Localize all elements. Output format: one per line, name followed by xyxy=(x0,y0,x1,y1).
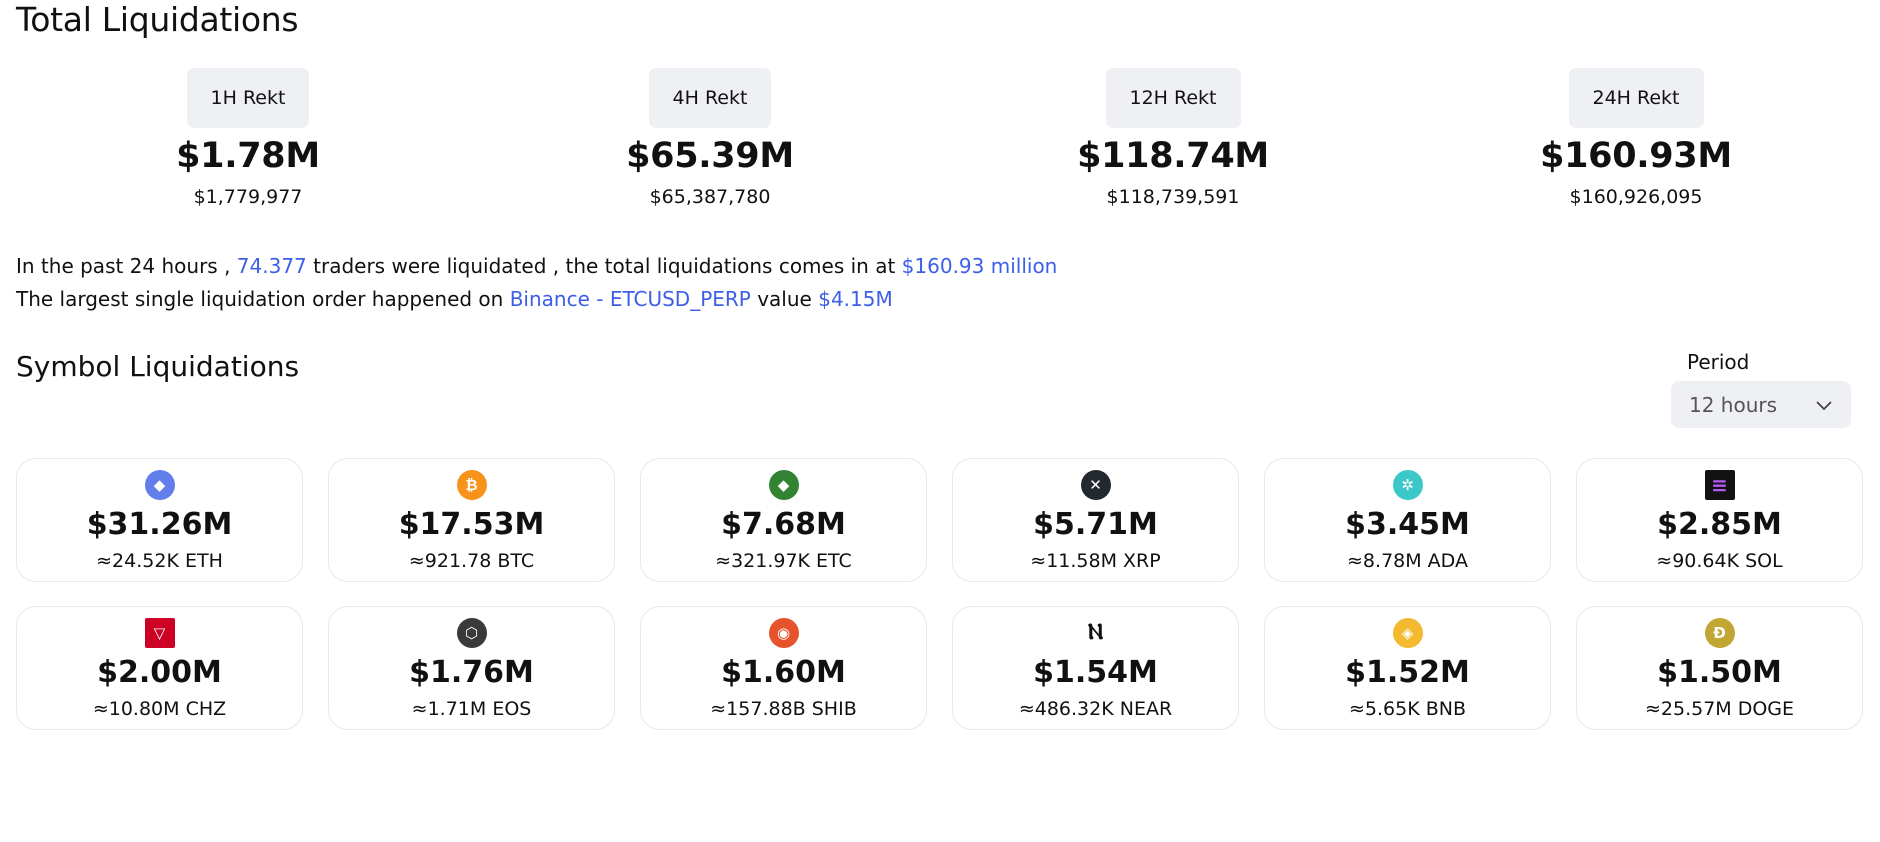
rekt-card-12h: 12H Rekt $118.74M $118,739,591 xyxy=(1023,68,1323,208)
symbol-usd-value: $1.76M xyxy=(409,655,534,690)
symbol-usd-value: $2.00M xyxy=(97,655,222,690)
rekt-badge-12h: 12H Rekt xyxy=(1105,68,1241,128)
rekt-value-12h: $118.74M xyxy=(1077,136,1269,176)
symbol-amount: ≈321.97K ETC xyxy=(715,550,852,572)
symbol-usd-value: $31.26M xyxy=(86,507,233,542)
symbol-usd-value: $2.85M xyxy=(1657,507,1782,542)
page-title: Total Liquidations xyxy=(16,0,299,39)
symbol-amount: ≈486.32K NEAR xyxy=(1018,698,1173,720)
bnb-icon: ◈ xyxy=(1392,618,1423,648)
symbol-grid: ◆ $31.26M ≈24.52K ETH ₿ $17.53M ≈921.78 BTC ◆ $… xyxy=(16,458,1864,730)
rekt-exact-12h: $118,739,591 xyxy=(1106,186,1240,208)
xrp-icon: ✕ xyxy=(1080,470,1111,500)
symbol-card[interactable]: Ⲛ $1.54M ≈486.32K NEAR xyxy=(952,606,1239,730)
rekt-summary-row: 1H Rekt $1.78M $1,779,977 4H Rekt $65.39… xyxy=(0,68,1880,218)
section-title: Symbol Liquidations xyxy=(16,350,300,383)
liquidation-summary: In the past 24 hours , 74.377 traders we… xyxy=(16,250,1057,316)
symbol-card[interactable]: ◆ $31.26M ≈24.52K ETH xyxy=(16,458,303,582)
symbol-card[interactable]: ◆ $7.68M ≈321.97K ETC xyxy=(640,458,927,582)
period-select[interactable]: 12 hours xyxy=(1671,381,1851,428)
symbol-card[interactable]: ✕ $5.71M ≈11.58M XRP xyxy=(952,458,1239,582)
symbol-amount: ≈921.78 BTC xyxy=(408,550,535,572)
period-select-value: 12 hours xyxy=(1689,392,1778,417)
rekt-exact-24h: $160,926,095 xyxy=(1569,186,1703,208)
summary-line-1: In the past 24 hours , 74.377 traders we… xyxy=(16,250,1057,283)
largest-order-value: $4.15M xyxy=(818,287,893,311)
symbol-usd-value: $5.71M xyxy=(1033,507,1158,542)
rekt-card-24h: 24H Rekt $160.93M $160,926,095 xyxy=(1486,68,1786,208)
symbol-amount: ≈24.52K ETH xyxy=(96,550,223,572)
summary-text: The largest single liquidation order hap… xyxy=(16,287,504,311)
near-icon: Ⲛ xyxy=(1080,618,1111,648)
shiba-inu-icon: ◉ xyxy=(768,618,799,648)
total-liquidations-value: $160.93 million xyxy=(901,254,1058,278)
ethereum-classic-icon: ◆ xyxy=(768,470,799,500)
cardano-icon: ✲ xyxy=(1392,470,1423,500)
dogecoin-icon: Ð xyxy=(1704,618,1735,648)
symbol-card[interactable]: ≡ $2.85M ≈90.64K SOL xyxy=(1576,458,1863,582)
symbol-amount: ≈8.78M ADA xyxy=(1347,550,1468,572)
summary-line-2: The largest single liquidation order hap… xyxy=(16,283,1057,316)
symbol-usd-value: $7.68M xyxy=(721,507,846,542)
period-label: Period xyxy=(1687,350,1750,374)
symbol-card[interactable]: ◉ $1.60M ≈157.88B SHIB xyxy=(640,606,927,730)
rekt-exact-1h: $1,779,977 xyxy=(193,186,303,208)
symbol-amount: ≈1.71M EOS xyxy=(411,698,532,720)
eos-icon: ⬡ xyxy=(456,618,487,648)
symbol-card[interactable]: Ð $1.50M ≈25.57M DOGE xyxy=(1576,606,1863,730)
solana-icon: ≡ xyxy=(1704,470,1735,500)
symbol-card[interactable]: ⬡ $1.76M ≈1.71M EOS xyxy=(328,606,615,730)
symbol-usd-value: $3.45M xyxy=(1345,507,1470,542)
summary-text: In the past 24 hours , xyxy=(16,254,231,278)
symbol-usd-value: $1.50M xyxy=(1657,655,1782,690)
symbol-amount: ≈10.80M CHZ xyxy=(92,698,227,720)
symbol-usd-value: $1.60M xyxy=(721,655,846,690)
rekt-value-1h: $1.78M xyxy=(176,136,320,176)
summary-text: value xyxy=(757,287,812,311)
bitcoin-icon: ₿ xyxy=(456,470,487,500)
symbol-usd-value: $1.52M xyxy=(1345,655,1470,690)
rekt-exact-4h: $65,387,780 xyxy=(649,186,771,208)
rekt-card-1h: 1H Rekt $1.78M $1,779,977 xyxy=(98,68,398,208)
rekt-card-4h: 4H Rekt $65.39M $65,387,780 xyxy=(560,68,860,208)
largest-order-link[interactable]: Binance - ETCUSD_PERP xyxy=(509,287,751,311)
symbol-amount: ≈157.88B SHIB xyxy=(710,698,857,720)
symbol-amount: ≈90.64K SOL xyxy=(1656,550,1783,572)
symbol-usd-value: $1.54M xyxy=(1033,655,1158,690)
symbol-amount: ≈11.58M XRP xyxy=(1030,550,1161,572)
symbol-amount: ≈5.65K BNB xyxy=(1348,698,1466,720)
symbol-amount: ≈25.57M DOGE xyxy=(1644,698,1795,720)
rekt-badge-1h: 1H Rekt xyxy=(186,68,310,128)
rekt-badge-24h: 24H Rekt xyxy=(1568,68,1704,128)
rekt-value-24h: $160.93M xyxy=(1540,136,1732,176)
summary-text: traders were liquidated , the total liqu… xyxy=(313,254,896,278)
symbol-usd-value: $17.53M xyxy=(398,507,545,542)
chiliz-icon: ▽ xyxy=(144,618,175,648)
ethereum-icon: ◆ xyxy=(144,470,175,500)
symbol-card[interactable]: ✲ $3.45M ≈8.78M ADA xyxy=(1264,458,1551,582)
symbol-card[interactable]: ▽ $2.00M ≈10.80M CHZ xyxy=(16,606,303,730)
symbol-card[interactable]: ₿ $17.53M ≈921.78 BTC xyxy=(328,458,615,582)
rekt-badge-4h: 4H Rekt xyxy=(648,68,772,128)
chevron-down-icon xyxy=(1816,400,1832,410)
symbol-card[interactable]: ◈ $1.52M ≈5.65K BNB xyxy=(1264,606,1551,730)
traders-count: 74.377 xyxy=(236,254,307,278)
rekt-value-4h: $65.39M xyxy=(626,136,794,176)
